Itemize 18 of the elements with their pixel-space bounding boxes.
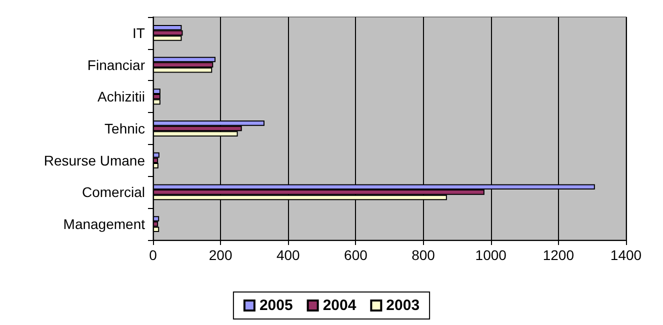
x-tick-label: 1200 bbox=[542, 247, 574, 263]
y-tick-label: Management bbox=[63, 216, 146, 232]
x-tick-label: 1000 bbox=[475, 247, 507, 263]
x-tick-label: 800 bbox=[412, 247, 436, 263]
y-tick-label: Resurse Umane bbox=[44, 152, 146, 168]
y-tick-label: Financiar bbox=[87, 56, 146, 73]
x-tick-label: 600 bbox=[344, 247, 368, 263]
x-tick-label: 400 bbox=[276, 247, 300, 263]
y-tick-label: Comercial bbox=[82, 184, 145, 200]
y-tick-label: Achizitii bbox=[98, 88, 145, 105]
x-tick-label: 200 bbox=[208, 247, 232, 263]
x-tick-label: 0 bbox=[149, 247, 158, 263]
legend-label: 2005 bbox=[259, 297, 293, 314]
legend-label: 2004 bbox=[322, 297, 357, 314]
x-tick-label: 1400 bbox=[610, 247, 642, 263]
y-tick-label: IT bbox=[132, 24, 146, 41]
y-tick-label: Tehnic bbox=[104, 120, 145, 136]
legend-label: 2003 bbox=[386, 297, 420, 314]
